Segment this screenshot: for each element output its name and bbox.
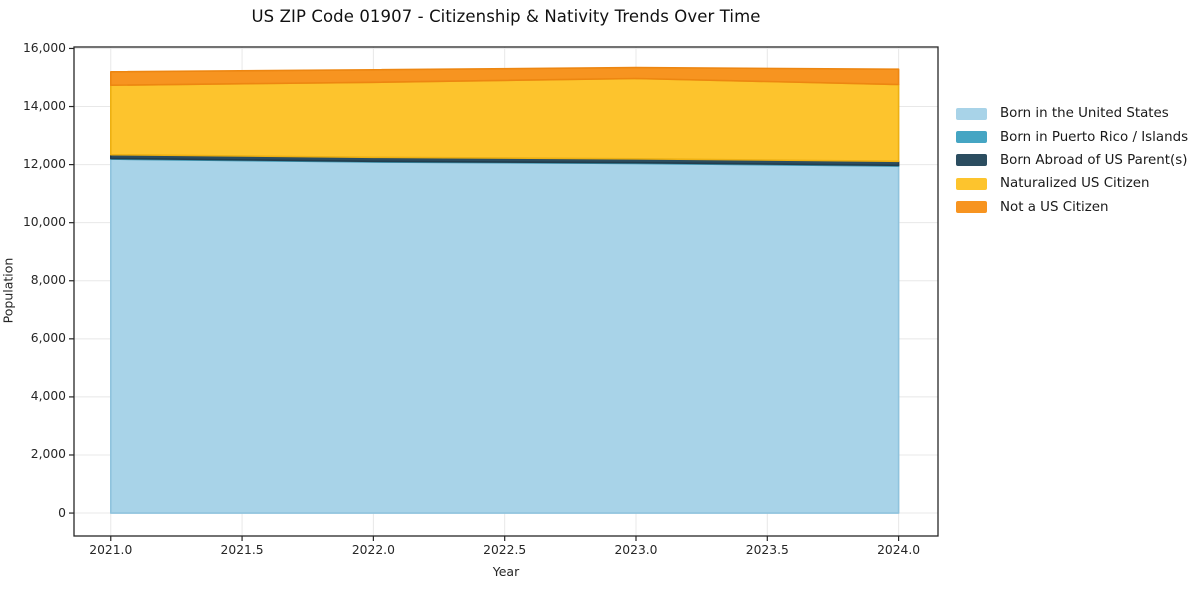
page-title: US ZIP Code 01907 - Citizenship & Nativi… (251, 7, 761, 26)
x-axis-tick-label: 2021.0 (89, 543, 133, 557)
x-axis-tick-label: 2023.5 (745, 543, 789, 557)
y-axis-tick-label: 12,000 (22, 157, 66, 172)
y-axis-tick-label: 4,000 (30, 389, 66, 404)
x-axis-tick-label: 2022.0 (351, 543, 395, 557)
legend-swatch-icon (956, 131, 987, 144)
x-axis-tick-label: 2022.5 (483, 543, 527, 557)
legend-label: Born Abroad of US Parent(s) (1000, 152, 1188, 168)
y-axis-tick-label: 10,000 (22, 215, 66, 230)
legend-item: Born in Puerto Rico / Islands (956, 125, 1188, 148)
plot-border (73, 46, 939, 537)
legend-label: Born in the United States (1000, 106, 1169, 122)
legend-swatch-icon (956, 154, 987, 167)
legend-item: Born in the United States (956, 102, 1188, 125)
area-series (110, 77, 900, 163)
x-axis-label: Year (492, 564, 520, 579)
y-axis-tick-label: 14,000 (22, 99, 66, 114)
x-axis-tick-label: 2021.5 (220, 543, 264, 557)
legend-item: Naturalized US Citizen (956, 172, 1188, 195)
area-series (110, 66, 900, 86)
legend-swatch-icon (956, 107, 987, 120)
x-axis-tick-label: 2024.0 (877, 543, 921, 557)
legend-item: Born Abroad of US Parent(s) (956, 149, 1188, 172)
legend-swatch-icon (956, 177, 987, 190)
legend-swatch-icon (956, 201, 987, 214)
y-axis-tick-label: 0 (58, 505, 66, 520)
y-axis-label: Population (0, 257, 16, 324)
y-axis-tick-label: 8,000 (30, 273, 66, 288)
y-axis-tick-label: 6,000 (30, 331, 66, 346)
area-series (110, 158, 900, 514)
y-axis-tick-label: 2,000 (30, 447, 66, 462)
legend-item: Not a US Citizen (956, 196, 1188, 219)
x-axis-tick-label: 2023.0 (614, 543, 658, 557)
y-axis-tick-label: 16,000 (22, 40, 66, 55)
legend-label: Born in Puerto Rico / Islands (1000, 129, 1189, 145)
legend: Born in the United States Born in Puerto … (956, 102, 1188, 219)
legend-label: Naturalized US Citizen (1000, 176, 1150, 192)
legend-label: Not a US Citizen (1000, 199, 1109, 215)
